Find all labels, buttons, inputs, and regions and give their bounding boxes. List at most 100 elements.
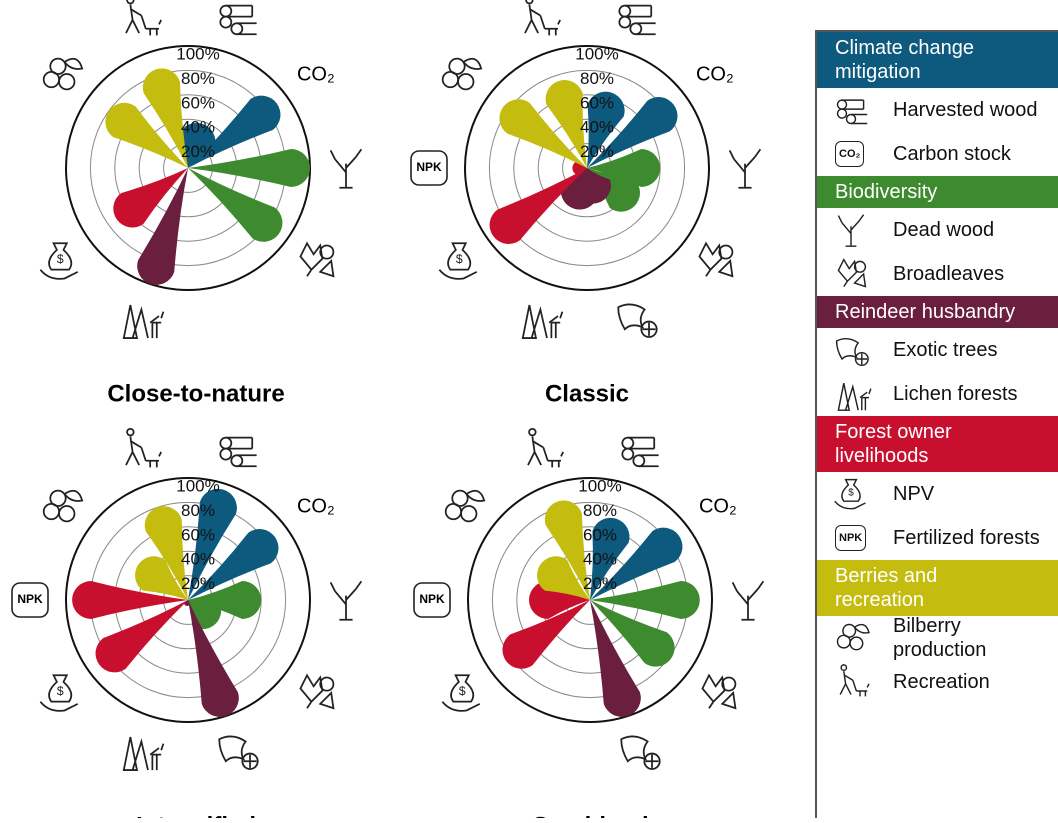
icon-stroke — [441, 674, 481, 712]
icon-stroke — [521, 304, 564, 339]
petal — [188, 488, 237, 600]
legend-icon: $ — [834, 478, 866, 510]
icon-glyph: $ — [459, 684, 466, 698]
petal — [560, 168, 598, 210]
icon: $ — [39, 674, 79, 712]
icon — [728, 148, 762, 189]
icon-stroke — [731, 580, 765, 621]
icon — [618, 4, 656, 36]
icon — [125, 427, 162, 468]
icon — [524, 0, 561, 36]
legend-label: Bilberry production — [893, 615, 987, 661]
legend-group-header: Climate change mitigation — [817, 32, 1058, 88]
legend-group-header: Forest owner livelihoods — [817, 416, 1058, 472]
icon-stroke — [629, 22, 643, 36]
icon-stroke — [241, 752, 259, 770]
petal — [144, 506, 188, 600]
icon-stroke — [39, 674, 79, 712]
icon — [837, 383, 872, 411]
icon — [836, 99, 868, 125]
icon-stroke — [63, 57, 84, 70]
petal — [178, 122, 216, 168]
petal — [489, 168, 587, 244]
legend-item: CO₂ Carbon stock — [817, 132, 1058, 176]
petal — [587, 91, 625, 168]
r-tick-label: 20% — [181, 142, 215, 161]
icon-stroke — [834, 478, 866, 510]
petal — [72, 581, 188, 619]
icon-stroke — [58, 73, 76, 91]
icon-stroke — [698, 241, 723, 277]
icon-stroke — [63, 489, 84, 502]
chart-title: Classic — [545, 380, 629, 407]
icon-stroke — [122, 736, 165, 771]
r-tick-label: 60% — [181, 525, 215, 544]
r-tick-label: 100% — [176, 476, 219, 495]
legend-group-header: Reindeer husbandry — [817, 296, 1058, 328]
petal — [590, 581, 700, 619]
r-tick-label: 40% — [181, 118, 215, 137]
icon — [444, 489, 486, 523]
legend-label: Harvested wood — [893, 99, 1038, 121]
icon-stroke — [621, 436, 635, 450]
r-tick-label: 60% — [583, 525, 617, 544]
petal — [105, 102, 188, 168]
legend-item: $ NPV — [817, 472, 1058, 516]
petal-chart: CO₂ $20% 40% 60% 80% 100% — [39, 0, 363, 339]
icon-stroke — [618, 4, 632, 18]
r-tick-label: 20% — [583, 574, 617, 593]
icon — [218, 735, 259, 770]
legend-label: NPV — [893, 483, 935, 505]
icon-stroke — [126, 0, 135, 5]
petal — [113, 168, 188, 228]
icon-stroke — [524, 4, 561, 36]
icon-stroke — [836, 108, 848, 119]
icon-stroke — [218, 735, 247, 763]
icon-stroke — [122, 304, 165, 339]
icon — [701, 673, 737, 710]
petal — [188, 529, 279, 600]
petal — [499, 99, 587, 168]
petal — [502, 600, 590, 669]
chart-title: Intensified — [136, 812, 256, 818]
icon-bag — [11, 582, 49, 618]
icon — [441, 57, 483, 91]
icon-stroke — [243, 754, 257, 768]
outer-circle — [464, 45, 710, 291]
category-label: CO₂ — [297, 63, 335, 85]
icon-stroke — [617, 303, 646, 331]
r-tick-label: 40% — [181, 550, 215, 569]
icon-bag — [410, 150, 448, 186]
icon-stroke — [318, 691, 335, 710]
chart-title: Combined — [531, 812, 648, 818]
icon — [698, 241, 734, 278]
icon-stroke — [451, 489, 469, 507]
icon-stroke — [329, 148, 363, 189]
petal-chart: CO₂ $ NPK 20% 40% 60% 80% 100% — [413, 427, 765, 770]
icon-stroke — [465, 489, 486, 502]
petal — [590, 600, 641, 717]
petal-chart: CO₂ $ NPK 20% 40% 60% 80% 100% — [410, 0, 762, 339]
icon-glyph: $ — [57, 252, 64, 266]
icon-stroke — [627, 436, 659, 468]
outer-circle — [65, 477, 311, 723]
legend-item: NPK Fertilized forests — [817, 516, 1058, 560]
r-tick-label: 100% — [575, 44, 618, 63]
icon-stroke — [839, 671, 870, 697]
r-tick-label: 20% — [181, 574, 215, 593]
outer-circle — [467, 477, 713, 723]
charts: CO₂ $20% 40% 60% 80% 100% Close-to-nature CO₂ $ N… — [11, 0, 765, 823]
legend-item: Recreation — [817, 660, 1058, 704]
icon-stroke — [219, 436, 233, 450]
icon — [839, 664, 870, 697]
icon-stroke — [126, 427, 135, 437]
petal — [537, 556, 590, 600]
icon-stroke — [717, 259, 734, 278]
icon-stroke — [318, 259, 335, 278]
petal — [188, 95, 281, 168]
icon — [521, 304, 564, 339]
icon-stroke — [225, 4, 257, 36]
legend-item: Lichen forests — [817, 372, 1058, 416]
legend-symbol: CO₂ — [835, 141, 865, 167]
